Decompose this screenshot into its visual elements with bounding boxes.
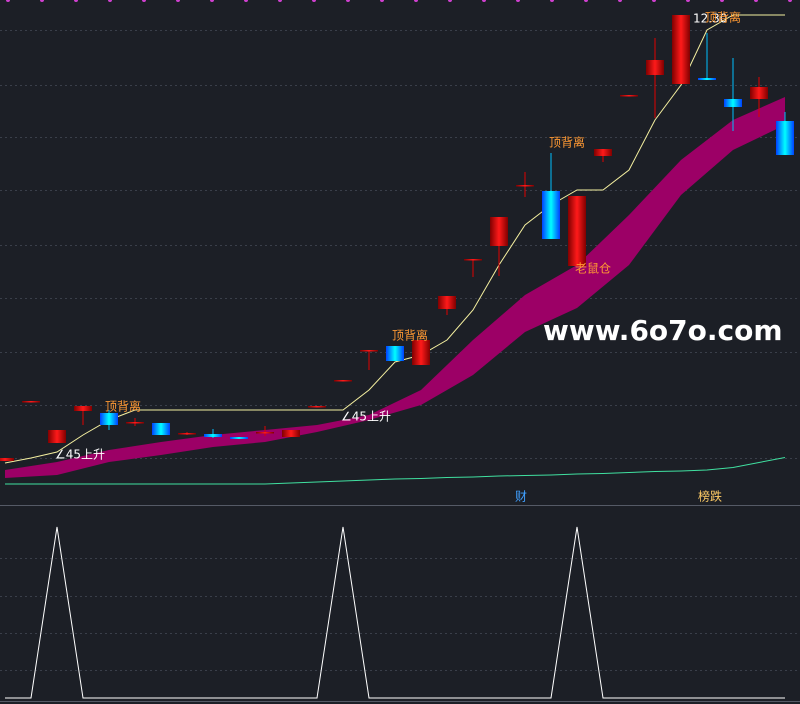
- top-dot: [312, 0, 316, 2]
- indicator-line: [5, 526, 785, 699]
- candle-body: [0, 458, 14, 461]
- candle-body: [698, 78, 716, 80]
- top-dot: [788, 0, 792, 2]
- candle-body: [152, 423, 170, 435]
- candle-body: [646, 60, 664, 75]
- candle-body: [490, 217, 508, 246]
- candle-body: [750, 87, 768, 99]
- candle-body: [594, 149, 612, 156]
- top-dot: [74, 0, 78, 2]
- line: [5, 457, 786, 485]
- annotation: 顶背离: [705, 10, 741, 25]
- top-dot: [380, 0, 384, 2]
- band: [5, 97, 785, 478]
- candle-body: [776, 121, 794, 155]
- line: [4, 14, 785, 464]
- candle-body: [22, 401, 40, 403]
- top-dot: [482, 0, 486, 2]
- candle-body: [204, 434, 222, 437]
- top-dot: [618, 0, 622, 2]
- top-dot: [210, 0, 214, 2]
- candle-body: [282, 430, 300, 437]
- annotation: ∠45上升: [55, 448, 105, 462]
- top-dot: [278, 0, 282, 2]
- candle-body: [74, 406, 92, 411]
- candle-body: [230, 437, 248, 439]
- top-dot: [6, 0, 10, 2]
- candle-body: [334, 380, 352, 382]
- annotation: 顶背离: [392, 328, 428, 343]
- candle-body: [542, 191, 560, 239]
- top-dot: [720, 0, 724, 2]
- candle-body: [412, 340, 430, 365]
- top-dot: [686, 0, 690, 2]
- top-dot: [346, 0, 350, 2]
- annotation: 榜跌: [698, 489, 722, 504]
- candle-body: [568, 196, 586, 266]
- top-dot: [516, 0, 520, 2]
- annotation: 顶背离: [549, 135, 585, 150]
- candle-body: [724, 99, 742, 107]
- top-dot: [244, 0, 248, 2]
- candle-body: [360, 350, 378, 352]
- candle-body: [386, 346, 404, 361]
- max-price-label: 12.30: [693, 12, 727, 26]
- watermark: www.6o7o.com: [543, 314, 783, 347]
- annotation: 老鼠仓: [575, 262, 611, 276]
- candle-body: [308, 406, 326, 408]
- candle-body: [100, 413, 118, 425]
- candle-body: [672, 15, 690, 84]
- top-dot: [40, 0, 44, 2]
- annotation: 财: [515, 490, 527, 504]
- top-dot: [176, 0, 180, 2]
- top-dot: [414, 0, 418, 2]
- candle-body: [256, 432, 274, 434]
- top-dot: [142, 0, 146, 2]
- annotation: ∠45上升: [341, 410, 391, 424]
- candle-body: [126, 422, 144, 424]
- top-dot: [550, 0, 554, 2]
- top-dot: [448, 0, 452, 2]
- top-dot: [652, 0, 656, 2]
- candle-body: [464, 259, 482, 261]
- candle-body: [620, 95, 638, 97]
- top-dot: [108, 0, 112, 2]
- candle-body: [48, 430, 66, 443]
- candle-body: [438, 296, 456, 309]
- top-dot: [754, 0, 758, 2]
- candle-body: [516, 185, 534, 187]
- annotation: 顶背离: [105, 399, 141, 414]
- candle-body: [178, 433, 196, 435]
- top-dot: [584, 0, 588, 2]
